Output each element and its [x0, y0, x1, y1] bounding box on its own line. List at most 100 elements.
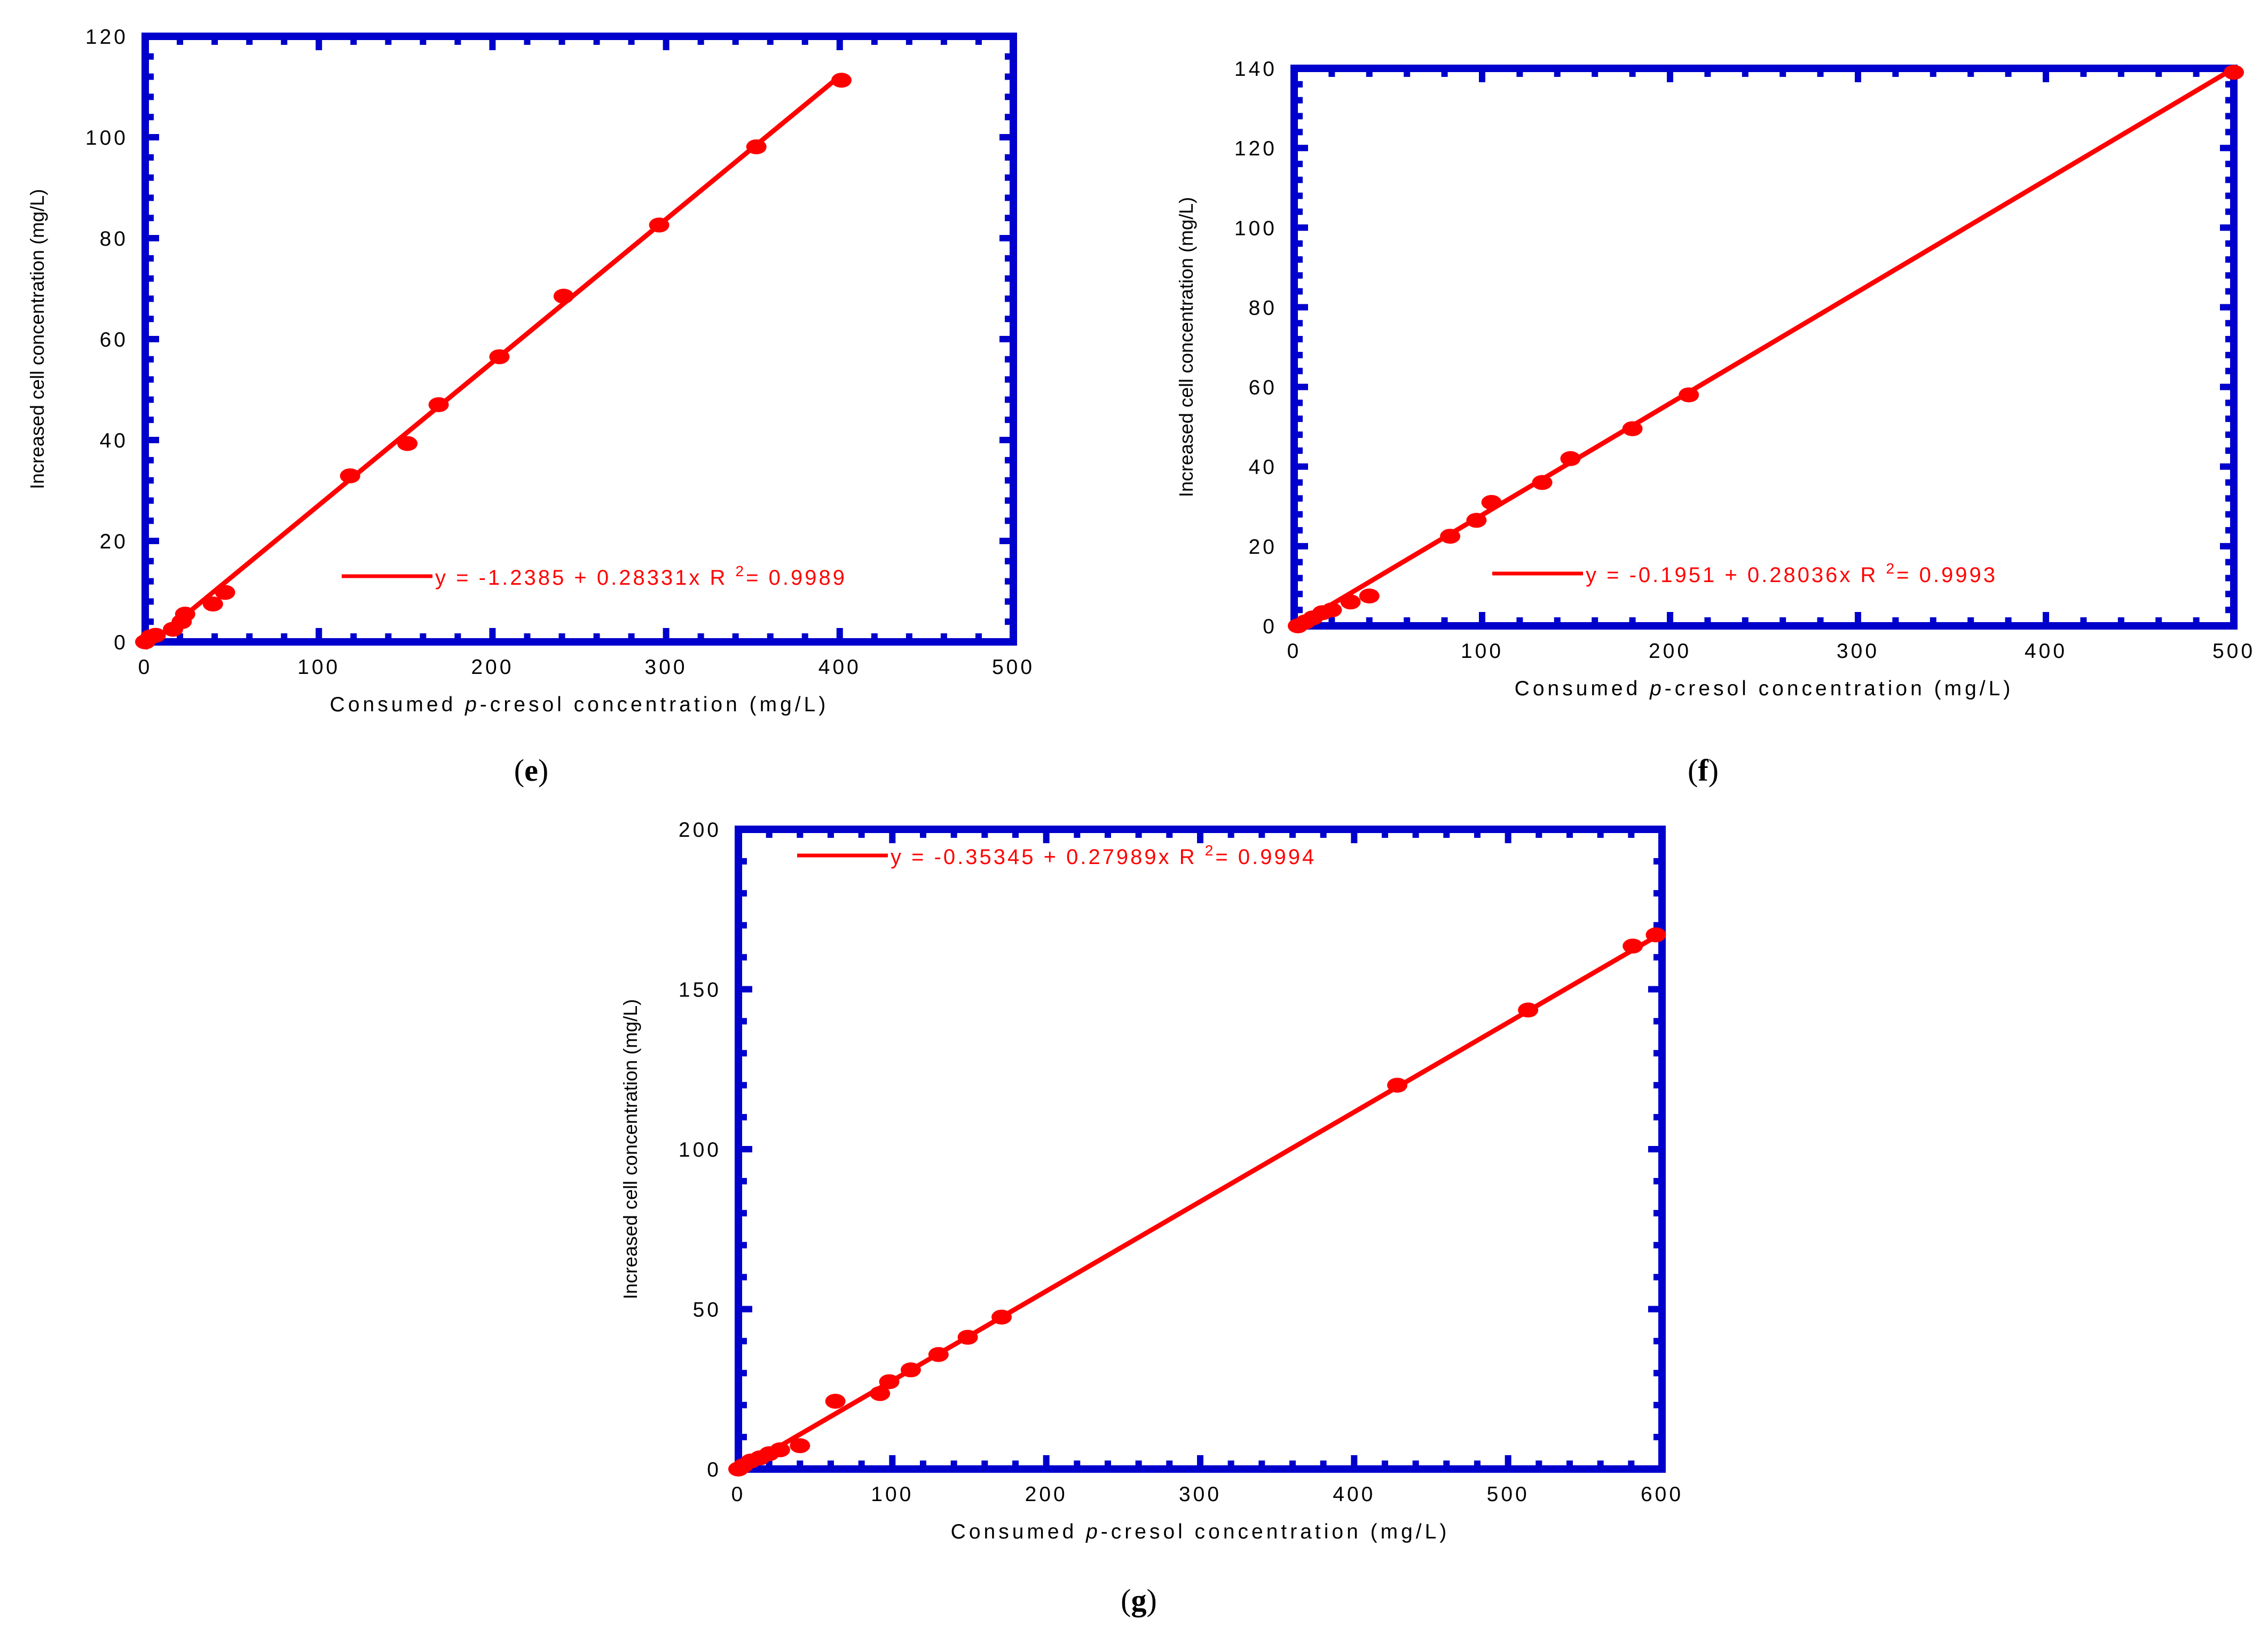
x-axis-title: Consumed p-cresol concentration (mg/L) [330, 693, 829, 716]
data-point [1645, 927, 1666, 943]
data-point [790, 1438, 810, 1454]
x-tick-label: 500 [2212, 640, 2255, 663]
x-axis-title-italic: p [1085, 1520, 1101, 1543]
y-tick-label: 100 [1234, 217, 1277, 240]
equation-text: y = -1.2385 + 0.28331x [435, 566, 710, 590]
x-axis-title-prefix: Consumed [951, 1520, 1086, 1543]
equation-text: y = -0.35345 + 0.27989x [891, 845, 1179, 869]
data-point [928, 1347, 949, 1362]
y-tick-label: 140 [1234, 58, 1277, 81]
panel-label-letter: f [1698, 753, 1708, 788]
plot-frame [735, 826, 1666, 1473]
plot-frame [141, 33, 1017, 646]
legend: y = -0.1951 + 0.28036x R 2= 0.9993 [1492, 560, 1997, 587]
data-point [1679, 387, 1699, 403]
x-tick-label: 200 [471, 656, 514, 679]
r2-superscript: 2 [1886, 560, 1897, 577]
data-point [879, 1374, 900, 1389]
equation-label: y = -1.2385 + 0.28331x R 2= 0.9989 [435, 563, 847, 590]
x-tick-label: 300 [1179, 1483, 1222, 1506]
panel-label-open: ( [514, 753, 524, 788]
x-tick-label: 500 [1487, 1483, 1530, 1506]
data-point [831, 73, 852, 88]
data-point [1560, 451, 1581, 466]
y-tick-label: 60 [100, 328, 128, 351]
x-axis-title: Consumed p-cresol concentration (mg/L) [1515, 677, 2014, 700]
data-point [397, 436, 418, 451]
x-axis-title-prefix: Consumed [330, 693, 465, 716]
y-tick-label: 0 [707, 1458, 721, 1481]
x-tick-label: 100 [297, 656, 340, 679]
data-point [1387, 1078, 1408, 1093]
panel-label-letter: g [1131, 1583, 1147, 1618]
r2-superscript: 2 [736, 563, 746, 579]
equation-label: y = -0.35345 + 0.27989x R 2= 0.9994 [891, 842, 1316, 869]
y-tick-label: 60 [1249, 376, 1277, 399]
y-tick-label: 150 [679, 979, 721, 1002]
x-axis-title-suffix: -cresol concentration (mg/L) [1101, 1520, 1450, 1543]
panel-label: (g) [1121, 1583, 1157, 1618]
y-tick-label: 80 [100, 227, 128, 250]
r2-value: = 0.9989 [746, 566, 847, 590]
plot-frame [1290, 65, 2238, 630]
data-point [649, 217, 670, 233]
y-tick-label: 40 [100, 429, 128, 452]
y-axis-title: Increased cell concentration (mg/L) [619, 999, 641, 1299]
x-tick-label: 0 [138, 656, 153, 679]
x-tick-label: 400 [1333, 1483, 1375, 1506]
data-point [1440, 529, 1461, 544]
r2-symbol: R [1861, 563, 1886, 587]
x-axis-title-prefix: Consumed [1515, 677, 1650, 700]
x-tick-label: 100 [871, 1483, 914, 1506]
panel-label: (f) [1688, 753, 1719, 788]
x-tick-label: 100 [1461, 640, 1503, 663]
data-point [202, 596, 223, 612]
panel-label-close: ) [1147, 1583, 1157, 1618]
r2-symbol: R [710, 566, 736, 590]
panel-label-open: ( [1688, 753, 1698, 788]
y-tick-label: 120 [85, 26, 128, 49]
chart-panel-g: 0 100 200 300 400 500 600 0 50 100 150 200 y = -0.35… [619, 819, 1683, 1618]
x-axis-title-suffix: -cresol concentration (mg/L) [1665, 677, 2014, 700]
data-point [553, 288, 574, 304]
panel-label-close: ) [1708, 753, 1719, 788]
data-point [769, 1442, 790, 1458]
data-point [215, 585, 235, 600]
y-tick-label: 100 [679, 1139, 721, 1161]
x-axis-title-suffix: -cresol concentration (mg/L) [480, 693, 829, 716]
data-point [900, 1362, 921, 1378]
panel-label-open: ( [1121, 1583, 1131, 1618]
x-axis-title-italic: p [1649, 677, 1665, 700]
data-point [340, 468, 360, 484]
x-tick-label: 600 [1641, 1483, 1683, 1506]
data-point [1532, 475, 1553, 490]
data-point [1321, 602, 1342, 618]
data-point [1623, 938, 1643, 954]
x-axis-title-italic: p [464, 693, 480, 716]
panel-label: (e) [514, 753, 548, 788]
data-point [870, 1386, 891, 1401]
data-point [825, 1394, 846, 1409]
chart-panel-f: 0 100 200 300 400 500 0 20 40 60 80 100 120 140 y = -0… [1175, 58, 2255, 788]
y-tick-label: 200 [679, 819, 721, 842]
equation-label: y = -0.1951 + 0.28036x R 2= 0.9993 [1586, 560, 1997, 587]
r2-superscript: 2 [1205, 842, 1216, 859]
y-tick-label: 50 [693, 1299, 721, 1322]
x-tick-label: 500 [992, 656, 1035, 679]
x-tick-label: 400 [2025, 640, 2067, 663]
data-point [1359, 588, 1380, 604]
chart-panel-e: 0 100 200 300 400 500 0 20 40 60 80 100 120 y = -1.23… [26, 26, 1035, 788]
y-tick-label: 120 [1234, 137, 1277, 160]
r2-symbol: R [1179, 845, 1205, 869]
data-point [1340, 594, 1361, 610]
legend: y = -0.35345 + 0.27989x R 2= 0.9994 [797, 842, 1316, 869]
data-point [428, 397, 449, 412]
data-point [489, 349, 510, 365]
x-tick-label: 0 [731, 1483, 746, 1506]
x-tick-label: 300 [645, 656, 688, 679]
x-tick-label: 0 [1287, 640, 1302, 663]
x-tick-label: 300 [1837, 640, 1879, 663]
y-tick-label: 20 [1249, 536, 1277, 559]
y-tick-label: 0 [1263, 615, 1277, 638]
